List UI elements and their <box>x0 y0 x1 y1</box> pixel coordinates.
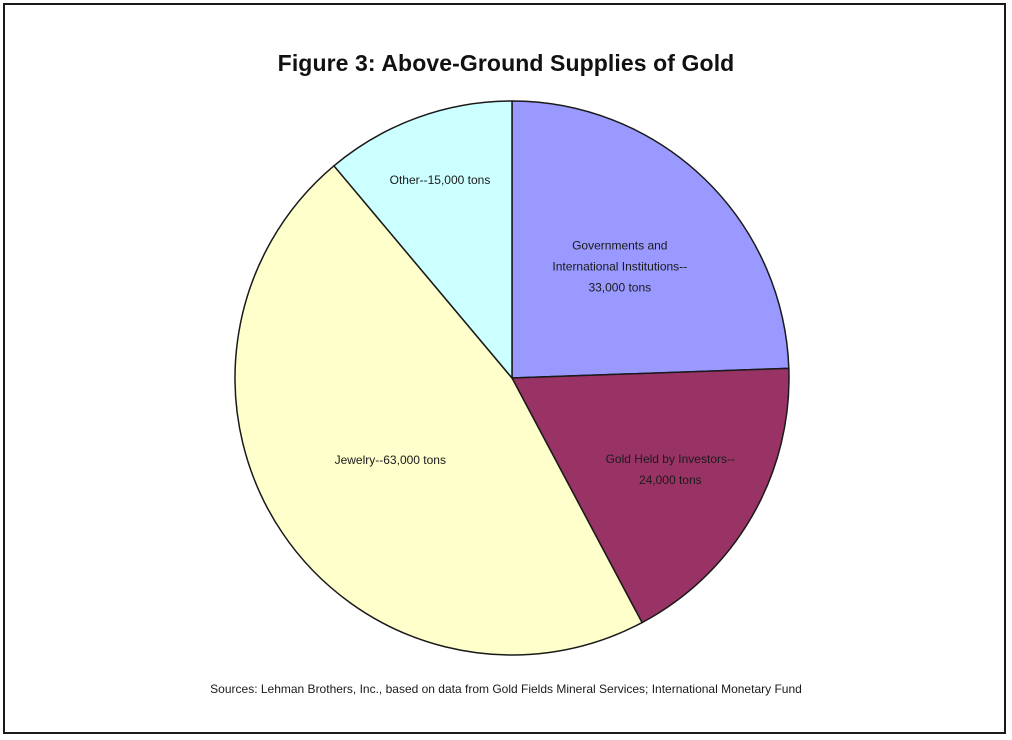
chart-title: Figure 3: Above-Ground Supplies of Gold <box>277 50 735 76</box>
pie-slices <box>234 100 790 656</box>
slice-gold-held-by-investors <box>511 367 790 624</box>
label-governments-international-institutions: Governments and International Institution… <box>552 238 687 294</box>
label-jewelry: Jewelry--63,000 tons <box>335 453 446 467</box>
label-line: 24,000 tons <box>639 473 702 487</box>
pie-labels: Governments and International Institution… <box>335 173 735 487</box>
label-line: Governments and <box>572 238 667 252</box>
label-other: Other--15,000 tons <box>390 173 491 187</box>
slice-governments-international-institutions <box>511 100 790 379</box>
label-gold-held-by-investors: Gold Held by Investors-- 24,000 tons <box>606 452 735 487</box>
label-line: 33,000 tons <box>588 280 651 294</box>
source-note: Sources: Lehman Brothers, Inc., based on… <box>210 682 802 696</box>
slice-other <box>333 100 513 379</box>
label-line: International Institutions-- <box>552 259 687 273</box>
slice-jewelry <box>234 165 643 656</box>
label-line: Other--15,000 tons <box>390 173 491 187</box>
label-line: Jewelry--63,000 tons <box>335 453 446 467</box>
label-line: Gold Held by Investors-- <box>606 452 735 466</box>
